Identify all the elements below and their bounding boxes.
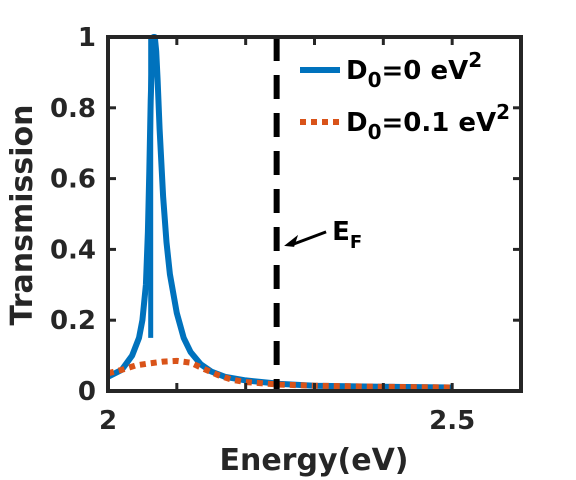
annotation-label: EF [332,217,362,253]
annotation-arrowhead [284,234,299,247]
legend-label-main: D [346,108,368,138]
y-tick-label: 0.6 [50,165,96,195]
x-tick-label: 2.5 [429,406,475,436]
y-tick-label: 1 [78,23,96,53]
legend-label-sup: 2 [496,100,510,124]
annotation-arrow-line [293,230,327,246]
legend-label-sup: 2 [468,48,482,72]
series-line-1 [107,357,453,391]
legend-label-1: D0=0.1 eV2 [346,100,510,144]
legend-label-sub: 0 [368,120,382,144]
y-tick-label: 0 [78,377,96,407]
legend-label-rest: =0 eV [382,56,469,86]
series-line-0 [106,34,453,391]
annotation-label-main: E [332,217,350,247]
y-tick-label: 0.8 [50,94,96,124]
chart-marks: 2 2.5 0 0.2 0.4 0.6 0.8 1 [50,23,523,436]
x-axis-label: Energy(eV) [219,443,408,478]
y-tick-label: 0.4 [50,235,96,265]
y-tick-label: 0.2 [50,306,96,336]
ef-annotation: EF [284,217,362,253]
annotation-label-sub: F [350,232,362,253]
plot-frame [106,35,523,393]
y-axis-label: Transmission [5,105,40,326]
legend-label-main: D [346,56,368,86]
x-tick-label: 2 [99,406,117,436]
legend-label-0: D0=0 eV2 [346,48,482,92]
legend-label-sub: 0 [368,68,382,92]
legend-label-rest: =0.1 eV [382,108,497,138]
